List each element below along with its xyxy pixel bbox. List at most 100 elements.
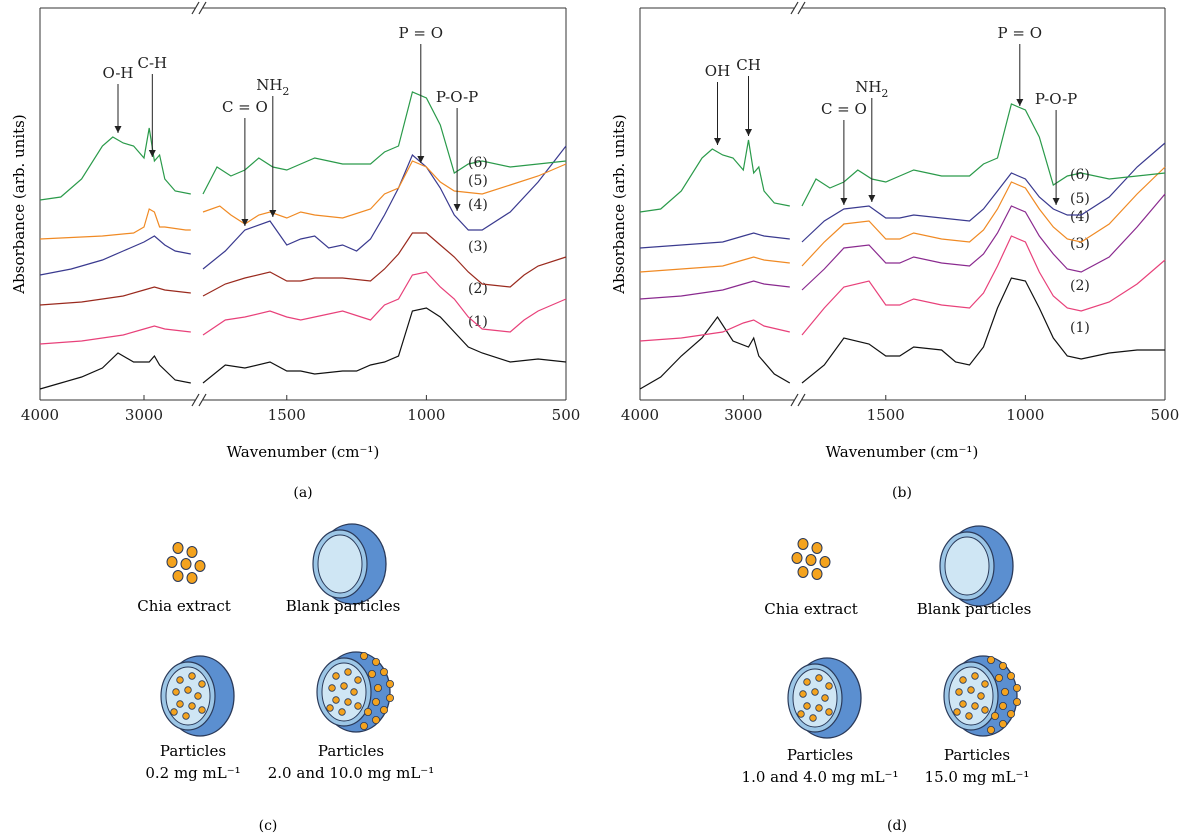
chart-panel-b: 4000 3000 1500 1000 500 (1)(2)(3)(4)(5)(6) O… <box>610 1 1179 501</box>
label-particles-d2: Particles <box>944 746 1010 764</box>
encapsulated-extract-dot <box>344 668 352 676</box>
annotation-ch: CH <box>736 56 761 136</box>
series-line-high <box>639 139 790 213</box>
annotation-arrow-head <box>148 150 156 157</box>
surface-extract-dot <box>359 652 368 661</box>
encapsulated-extract-dot <box>981 680 989 688</box>
annotation-arrow-head <box>1016 99 1024 106</box>
encapsulated-extract-dot <box>340 682 348 690</box>
series-line-low <box>202 271 567 336</box>
encapsulated-extract-dot <box>328 684 336 692</box>
annotation-po: P = O <box>998 24 1042 106</box>
encapsulated-extract-dot <box>176 676 184 684</box>
encapsulated-extract-dot <box>955 688 963 696</box>
encapsulated-extract-dot <box>959 700 967 708</box>
x-tick-label: 500 <box>552 406 581 424</box>
encapsulated-extract-dot <box>354 702 362 710</box>
surface-extract-dot <box>998 702 1007 710</box>
series-line-low <box>801 193 1166 291</box>
series-line-low <box>801 166 1166 267</box>
encapsulated-extract-dot <box>967 686 975 694</box>
encapsulated-extract-dot <box>176 700 184 708</box>
surface-extract-dot <box>990 711 999 720</box>
surface-extract-dot <box>998 719 1007 728</box>
encapsulated-extract-dot <box>811 688 819 696</box>
label-concentration-c2: 2.0 and 10.0 mg mL⁻¹ <box>268 764 434 782</box>
encapsulated-extract-dot <box>338 708 346 716</box>
loaded-inside-particle-icon <box>160 655 235 737</box>
surface-extract-dot <box>994 673 1003 682</box>
x-axis-label: Wavenumber (cm⁻¹) <box>826 443 979 461</box>
panel-label-b: (b) <box>892 485 912 501</box>
surface-extract-dot <box>371 715 380 724</box>
encapsulated-extract-dot <box>825 708 833 716</box>
annotation-label: NH2 <box>855 78 888 100</box>
annotation-co: C = O <box>222 98 268 226</box>
series-line-low <box>801 142 1166 243</box>
surface-extract-dot <box>986 725 995 734</box>
series-line-low <box>801 277 1165 384</box>
x-tick-label: 3000 <box>125 406 163 424</box>
annotation-p-o-p: P-O-P <box>436 88 478 211</box>
series-1: (1) <box>39 307 567 390</box>
series-4: (4) <box>39 145 567 276</box>
annotation-nh: NH2 <box>855 78 888 202</box>
series-line-high <box>639 319 790 342</box>
encapsulated-extract-dot <box>971 672 979 680</box>
surface-extract-dot <box>1000 688 1009 696</box>
encapsulated-extract-dot <box>326 704 334 712</box>
annotation-arrow-head <box>840 198 848 205</box>
surface-extract-dot <box>371 658 380 667</box>
axis-break-top <box>790 1 806 15</box>
x-tick-label: 1000 <box>407 406 445 424</box>
encapsulated-extract-dot <box>809 714 817 722</box>
series-line-low <box>801 235 1166 336</box>
annotation-o-h: O-H <box>103 64 134 133</box>
encapsulated-extract-dot <box>332 672 340 680</box>
label-concentration-c1: 0.2 mg mL⁻¹ <box>145 764 240 782</box>
annotation-arrow-head <box>1052 198 1060 205</box>
annotation-arrow-head <box>241 219 249 226</box>
diagram-panel-d: Chia extract Blank particles Particles 1… <box>742 525 1031 834</box>
series-2: (2) <box>39 271 567 345</box>
series-line-low <box>202 307 567 384</box>
series-label: (2) <box>468 281 488 297</box>
encapsulated-extract-dot <box>977 692 985 700</box>
label-chia-extract: Chia extract <box>764 600 858 618</box>
series-line-low <box>202 232 567 297</box>
annotation-label: OH <box>705 62 730 80</box>
label-blank-particles: Blank particles <box>286 597 401 615</box>
annotation-label: NH2 <box>256 76 289 98</box>
annotation-arrow-head <box>745 129 752 136</box>
panel-label-d: (d) <box>887 818 907 834</box>
axis-break-bottom <box>191 393 207 407</box>
annotation-label: C = O <box>222 98 268 116</box>
encapsulated-extract-dot <box>184 686 192 694</box>
loaded-surface-particle-icon <box>316 651 395 733</box>
surface-extract-dot <box>373 684 382 692</box>
series-line-low <box>202 91 567 195</box>
annotation-label: C = O <box>821 100 867 118</box>
encapsulated-extract-dot <box>350 688 358 696</box>
encapsulated-extract-dot <box>815 674 823 682</box>
encapsulated-extract-dot <box>981 706 989 714</box>
series-line-high <box>39 325 191 345</box>
series-line-high <box>639 256 790 273</box>
series-3: (3) <box>39 232 567 306</box>
encapsulated-extract-dot <box>194 692 202 700</box>
panel-label-a: (a) <box>293 485 312 501</box>
series-line-high <box>39 127 191 201</box>
blank-particle-icon <box>312 523 387 605</box>
x-ticks: 4000 3000 1500 1000 500 <box>21 395 580 424</box>
series-5: (5) <box>39 160 567 240</box>
surface-extract-dot <box>1006 709 1015 718</box>
encapsulated-extract-dot <box>172 688 180 696</box>
series-group: (1) (2) (3) (4) (5) (6) <box>39 91 567 390</box>
annotation-arrow-head <box>417 156 425 163</box>
encapsulated-extract-dot <box>182 712 190 720</box>
annotation-label: C-H <box>137 54 167 72</box>
annotation-label: P-O-P <box>436 88 478 106</box>
chia-extract-icon <box>791 538 831 580</box>
